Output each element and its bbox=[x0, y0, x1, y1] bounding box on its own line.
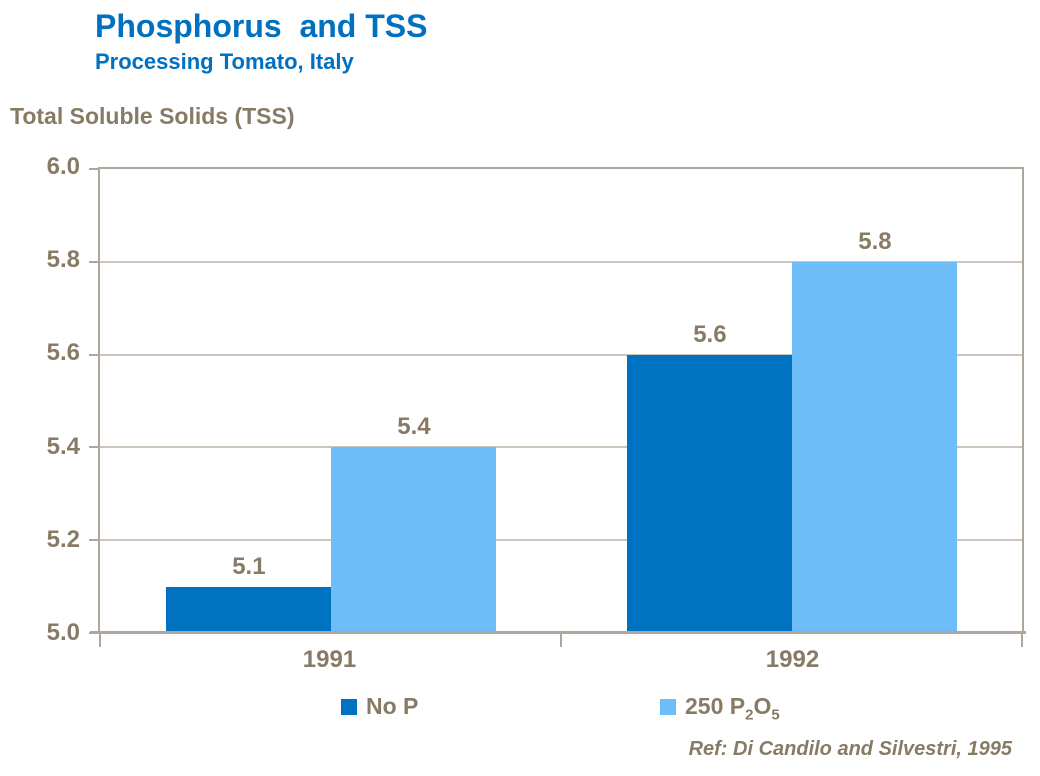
gridline bbox=[100, 260, 1022, 263]
legend-swatch-250-p2o5 bbox=[660, 698, 676, 715]
plot-area: 5.1 5.4 5.6 5.8 bbox=[89, 167, 1024, 647]
y-tick-label: 5.2 bbox=[46, 525, 80, 553]
x-axis-labels: 1991 1992 bbox=[98, 648, 1024, 678]
bar-value-250-p2o5-1992: 5.8 bbox=[858, 227, 892, 255]
chart-title: Phosphorus and TSS bbox=[95, 8, 428, 44]
gridline bbox=[100, 539, 1022, 542]
bar-250-p2o5-1991 bbox=[331, 447, 497, 633]
y-tick bbox=[89, 539, 100, 542]
bar-250-p2o5-1992 bbox=[792, 261, 958, 633]
y-tick-label: 5.4 bbox=[46, 432, 80, 460]
y-tick bbox=[89, 168, 100, 170]
bar-value-no-p-1991: 5.1 bbox=[232, 552, 266, 580]
legend-swatch-no-p bbox=[341, 698, 357, 715]
y-tick bbox=[89, 353, 100, 356]
reference-text: Ref: Di Candilo and Silvestri, 1995 bbox=[688, 738, 1012, 760]
chart-subtitle: Processing Tomato, Italy bbox=[95, 49, 354, 74]
gridline bbox=[100, 353, 1022, 356]
y-axis-title: Total Soluble Solids (TSS) bbox=[10, 103, 295, 129]
y-tick-label: 5.0 bbox=[46, 619, 80, 646]
legend-label-subscript-2: 2 bbox=[745, 706, 754, 724]
y-tick-label: 6.0 bbox=[46, 153, 80, 180]
legend-item-250-p2o5: 250 P2O5 bbox=[660, 693, 780, 723]
x-category-label-1991: 1991 bbox=[302, 646, 357, 673]
y-tick bbox=[89, 260, 100, 263]
y-tick-label: 5.6 bbox=[46, 339, 80, 367]
legend-label-part-o: O bbox=[753, 693, 772, 719]
y-tick-label: 5.8 bbox=[46, 246, 80, 274]
bar-no-p-1991 bbox=[166, 586, 332, 633]
x-axis-line bbox=[90, 631, 1026, 634]
x-axis-tick bbox=[560, 633, 562, 647]
legend-label-subscript-5: 5 bbox=[771, 706, 780, 724]
bar-no-p-1992 bbox=[627, 354, 793, 633]
y-axis-labels: 6.0 5.8 5.6 5.4 5.2 5.0 bbox=[0, 155, 80, 645]
x-axis-tick bbox=[99, 633, 101, 647]
x-category-label-1992: 1992 bbox=[765, 646, 820, 673]
bar-value-250-p2o5-1991: 5.4 bbox=[397, 413, 431, 441]
legend-label-no-p: No P bbox=[366, 693, 419, 719]
x-axis-tick bbox=[1021, 633, 1023, 647]
bar-value-no-p-1992: 5.6 bbox=[693, 320, 727, 348]
legend-label-250-p2o5: 250 P2O5 bbox=[685, 693, 780, 723]
legend-item-no-p: No P bbox=[341, 693, 418, 720]
gridline bbox=[100, 446, 1022, 449]
y-tick bbox=[89, 446, 100, 449]
legend-label-part-prefix: 250 P bbox=[685, 693, 746, 719]
